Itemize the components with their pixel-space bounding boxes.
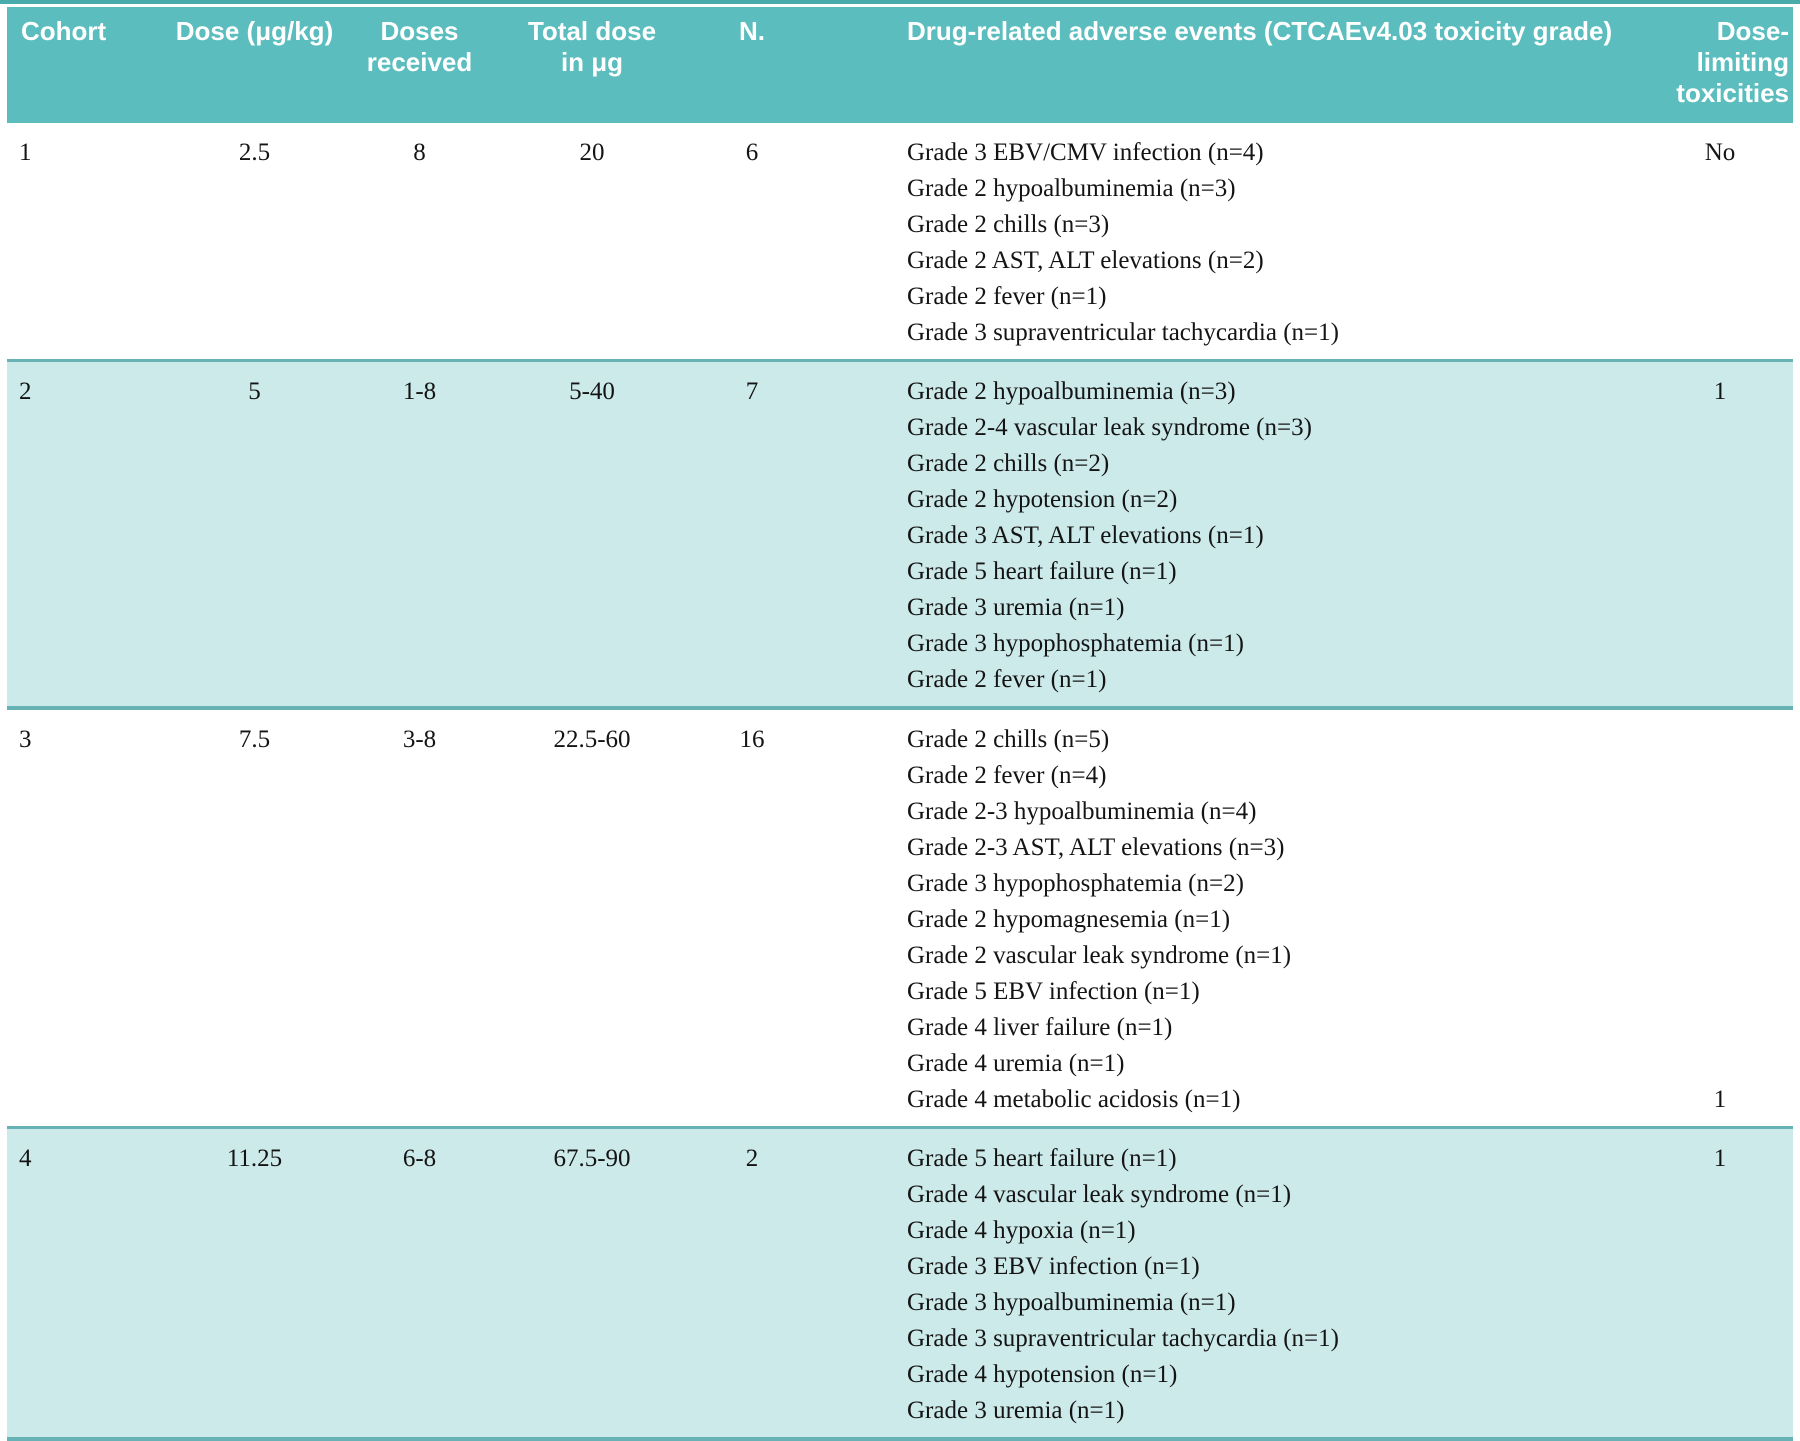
adverse-event-line: Grade 3 hypophosphatemia (n=2) (907, 870, 1244, 897)
cell-dose: 11.25 (157, 1126, 352, 1441)
adverse-event-line: Grade 3 supraventricular tachycardia (n=… (907, 1325, 1339, 1352)
column-header-cohort: Cohort (7, 7, 157, 123)
cell-adverse-events: Grade 5 heart failure (n=1) Grade 4 vascu… (807, 1126, 1647, 1441)
adverse-event-line: Grade 4 vascular leak syndrome (n=1) (907, 1181, 1292, 1208)
adverse-event-line: Grade 5 EBV infection (n=1) (907, 978, 1200, 1005)
table-body: 1 2.5 8 20 6 Grade 3 EBV/CMV infection (n=4) G… (7, 123, 1793, 1441)
adverse-event-line: Grade 2 chills (n=5) (907, 726, 1110, 753)
cell-cohort: 1 (19, 139, 32, 166)
adverse-event-line: Grade 3 supraventricular tachycardia (n=… (907, 319, 1339, 346)
cell-total: 22.5-60 (553, 726, 631, 753)
adverse-event-line: Grade 3 EBV/CMV infection (n=4) (907, 139, 1264, 166)
cell-dose: 5 (157, 359, 352, 710)
cell-dose-limiting-toxicities: 1 (1713, 1086, 1727, 1113)
adverse-event-line: Grade 2 AST, ALT elevations (n=2) (907, 247, 1264, 274)
adverse-event-line: Grade 3 hypoalbuminemia (n=1) (907, 1289, 1236, 1316)
cell-dose: 7.5 (238, 726, 271, 753)
adverse-event-line: Grade 2 hypoalbuminemia (n=3) (907, 378, 1236, 405)
adverse-event-line: Grade 3 uremia (n=1) (907, 1397, 1125, 1424)
cell-doses: 6-8 (352, 1126, 487, 1441)
adverse-event-line: Grade 4 hypoxia (n=1) (907, 1217, 1136, 1244)
table-row-cohort-3: 3 7.5 3-8 22.5-60 16 Grade 2 chills (n=5) Grad… (7, 708, 1793, 1128)
cell-cohort: 2 (7, 359, 157, 710)
table-row-cohort-4: 4 11.25 6-8 67.5-90 2 Grade 5 heart failure (… (7, 1126, 1793, 1441)
cell-n: 16 (739, 726, 765, 753)
adverse-event-line: Grade 5 heart failure (n=1) (907, 1145, 1177, 1172)
adverse-event-line: Grade 2 hypotension (n=2) (907, 486, 1178, 513)
adverse-event-line: Grade 2 fever (n=4) (907, 762, 1107, 789)
cell-total: 67.5-90 (487, 1126, 697, 1441)
table-header-row: Cohort Dose (μg/kg) Doses received Total do… (7, 7, 1793, 123)
column-header-events: Drug-related adverse events (CTCAEv4.03 … (807, 7, 1647, 123)
adverse-event-line: Grade 2 hypoalbuminemia (n=3) (907, 175, 1236, 202)
column-header-doses: Doses received (352, 7, 487, 123)
adverse-event-line: Grade 2-4 vascular leak syndrome (n=3) (907, 414, 1312, 441)
column-header-n: N. (697, 7, 807, 123)
table-header: Cohort Dose (μg/kg) Doses received Total do… (7, 7, 1793, 123)
adverse-event-line: Grade 2 vascular leak syndrome (n=1) (907, 942, 1292, 969)
adverse-event-line: Grade 3 AST, ALT elevations (n=1) (907, 522, 1264, 549)
cell-doses: 8 (413, 139, 426, 166)
dose-escalation-table-container: Cohort Dose (μg/kg) Doses received Total do… (0, 7, 1800, 1441)
adverse-event-line: Grade 2 chills (n=2) (907, 450, 1110, 477)
cell-adverse-events: Grade 2 hypoalbuminemia (n=3) Grade 2-4 v… (807, 359, 1647, 710)
table-row-cohort-2: 2 5 1-8 5-40 7 Grade 2 hypoalbuminemia (n=3) G… (7, 359, 1793, 710)
column-header-dlt: Dose-limiting toxicities (1647, 7, 1793, 123)
adverse-event-line: Grade 2 chills (n=3) (907, 211, 1110, 238)
cell-total: 5-40 (487, 359, 697, 710)
adverse-event-line: Grade 3 EBV infection (n=1) (907, 1253, 1200, 1280)
adverse-event-line: Grade 2-3 AST, ALT elevations (n=3) (907, 834, 1285, 861)
cell-cohort: 3 (19, 726, 32, 753)
cell-adverse-events: Grade 2 chills (n=5) Grade 2 fever (n=4) G… (807, 708, 1647, 1128)
cell-dose: 2.5 (238, 139, 271, 166)
top-gap (0, 4, 1800, 7)
adverse-event-line: Grade 4 liver failure (n=1) (907, 1014, 1173, 1041)
adverse-event-line: Grade 2 fever (n=1) (907, 666, 1107, 693)
cell-dose-limiting-toxicities: 1 (1647, 1126, 1793, 1441)
adverse-event-line: Grade 5 heart failure (n=1) (907, 558, 1177, 585)
adverse-event-line: Grade 2 fever (n=1) (907, 283, 1107, 310)
adverse-event-line: Grade 3 hypophosphatemia (n=1) (907, 630, 1244, 657)
column-header-dose: Dose (μg/kg) (157, 7, 352, 123)
cell-dose-limiting-toxicities: 1 (1647, 359, 1793, 710)
cell-n: 2 (697, 1126, 807, 1441)
cell-n: 6 (745, 139, 759, 166)
cell-total: 20 (579, 139, 605, 166)
cell-n: 7 (697, 359, 807, 710)
adverse-event-line: Grade 4 uremia (n=1) (907, 1050, 1125, 1077)
adverse-event-line: Grade 4 hypotension (n=1) (907, 1361, 1178, 1388)
column-header-total: Total dose in μg (487, 7, 697, 123)
adverse-event-line: Grade 2 hypomagnesemia (n=1) (907, 906, 1231, 933)
adverse-event-line: Grade 4 metabolic acidosis (n=1) (907, 1086, 1241, 1113)
cell-doses: 1-8 (352, 359, 487, 710)
dose-escalation-adverse-events-table: Cohort Dose (μg/kg) Doses received Total do… (7, 7, 1793, 1441)
table-row-cohort-1: 1 2.5 8 20 6 Grade 3 EBV/CMV infection (n=4) G… (7, 123, 1793, 361)
table-top-rule (0, 0, 1800, 4)
adverse-event-line: Grade 2-3 hypoalbuminemia (n=4) (907, 798, 1257, 825)
cell-cohort: 4 (7, 1126, 157, 1441)
adverse-event-line: Grade 3 uremia (n=1) (907, 594, 1125, 621)
cell-doses: 3-8 (402, 726, 437, 753)
cell-adverse-events: Grade 3 EBV/CMV infection (n=4) Grade 2 h… (807, 123, 1647, 361)
cell-dose-limiting-toxicities: No (1704, 139, 1736, 166)
